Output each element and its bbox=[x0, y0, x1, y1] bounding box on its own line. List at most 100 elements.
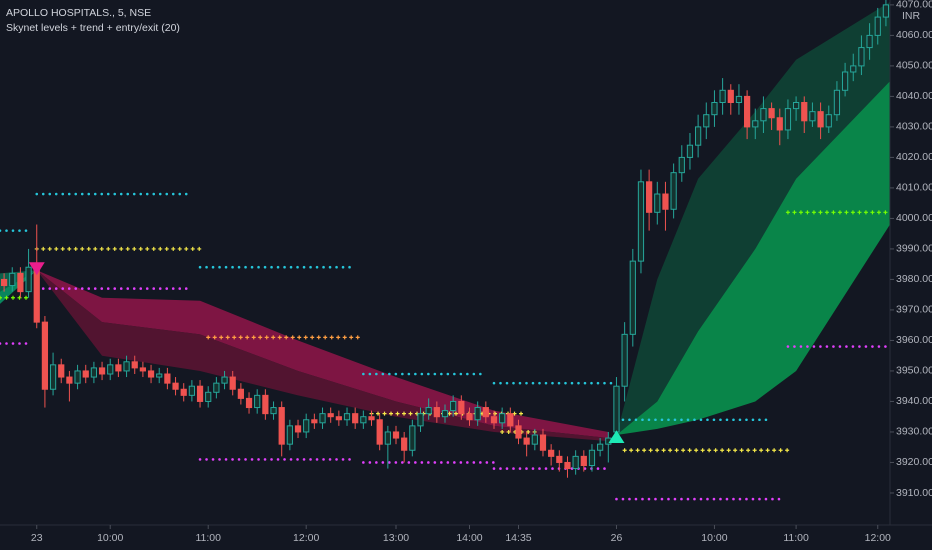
candle-body bbox=[466, 413, 473, 421]
signal-up bbox=[608, 430, 625, 444]
y-tick-label: 4020.00 bbox=[896, 151, 932, 163]
candle-body bbox=[597, 443, 604, 451]
candle-body bbox=[678, 156, 685, 174]
y-tick-label: 3950.00 bbox=[896, 365, 932, 377]
candle-body bbox=[817, 111, 824, 128]
x-tick-label: 26 bbox=[611, 532, 623, 544]
candle-body bbox=[164, 373, 171, 384]
chart-title: APOLLO HOSPITALS., 5, NSE bbox=[6, 7, 151, 19]
candle-body bbox=[556, 455, 563, 463]
x-tick-label: 10:00 bbox=[97, 532, 123, 544]
level-cross bbox=[0, 295, 28, 300]
candle-body bbox=[17, 272, 24, 293]
candle-body bbox=[147, 370, 155, 378]
candle-body bbox=[695, 126, 702, 146]
candle-body bbox=[180, 388, 187, 396]
candle-body bbox=[417, 413, 424, 427]
candle-body bbox=[49, 364, 57, 390]
candle-body bbox=[580, 455, 587, 467]
y-tick-label: 4050.00 bbox=[896, 60, 932, 72]
candle-body bbox=[384, 431, 391, 445]
trend-band-outer bbox=[616, 1, 890, 436]
y-tick-label: 4000.00 bbox=[896, 212, 932, 224]
candle-body bbox=[409, 425, 416, 451]
level-cross bbox=[785, 210, 888, 215]
candle-body bbox=[90, 367, 98, 378]
price-axis bbox=[890, 0, 932, 550]
candle-body bbox=[531, 434, 538, 445]
candle-body bbox=[229, 376, 236, 390]
candle-body bbox=[311, 419, 318, 424]
candle-body bbox=[221, 376, 228, 384]
currency-label: INR bbox=[902, 10, 921, 22]
candle-body bbox=[858, 47, 865, 67]
candle-body bbox=[401, 437, 408, 451]
candle-body bbox=[686, 144, 694, 158]
candle-body bbox=[621, 333, 628, 387]
x-tick-label: 11:00 bbox=[195, 532, 221, 544]
y-tick-label: 3910.00 bbox=[896, 487, 932, 499]
candle-body bbox=[792, 101, 800, 110]
y-tick-label: 4070.00 bbox=[896, 0, 932, 11]
candle-body bbox=[327, 413, 334, 418]
candle-body bbox=[425, 407, 432, 415]
candle-body bbox=[392, 431, 400, 439]
candle-body bbox=[719, 89, 726, 103]
candle-body bbox=[474, 407, 481, 421]
candle-body bbox=[9, 272, 16, 287]
y-tick-label: 3980.00 bbox=[896, 273, 932, 285]
candle-body bbox=[352, 413, 359, 424]
candle-body bbox=[450, 400, 457, 412]
candle-body bbox=[41, 321, 49, 390]
trend-band-inner bbox=[616, 81, 890, 436]
candle-body bbox=[548, 449, 555, 457]
candle-body bbox=[433, 407, 440, 418]
candle-body bbox=[539, 434, 547, 451]
candle-body bbox=[139, 367, 147, 372]
candle-body bbox=[866, 34, 873, 49]
candle-body bbox=[515, 425, 522, 439]
candle-body bbox=[303, 419, 310, 433]
candle-body bbox=[825, 114, 832, 128]
axes: 3910.00 3920.00 3930.00 3940.00 3950.00 3960.… bbox=[31, 0, 932, 544]
x-tick-label: 10:00 bbox=[701, 532, 727, 544]
candle-body bbox=[703, 114, 710, 128]
candle-body bbox=[335, 416, 342, 421]
y-tick-label: 3940.00 bbox=[896, 395, 932, 407]
candle-body bbox=[294, 425, 302, 433]
y-tick-label: 3970.00 bbox=[896, 304, 932, 316]
candle-body bbox=[458, 400, 465, 415]
candle-body bbox=[33, 266, 40, 323]
candle-body bbox=[74, 370, 81, 384]
x-tick-label: 14:00 bbox=[456, 532, 482, 544]
x-tick-label: 12:00 bbox=[293, 532, 319, 544]
candle-body bbox=[711, 101, 718, 116]
candle-body bbox=[523, 437, 530, 445]
candle-body bbox=[768, 108, 775, 119]
candle-body bbox=[499, 413, 506, 424]
candle-body bbox=[98, 367, 106, 375]
candle-body bbox=[196, 385, 204, 402]
candle-body bbox=[743, 95, 751, 128]
trend-band-inner bbox=[36, 270, 609, 442]
candle-body bbox=[646, 181, 653, 213]
candle-body bbox=[490, 416, 498, 424]
candle-body bbox=[850, 65, 857, 73]
candle-body bbox=[213, 382, 220, 393]
candle-body bbox=[343, 413, 351, 421]
candle-body bbox=[727, 89, 734, 103]
candle-body bbox=[833, 89, 841, 116]
y-tick-label: 3930.00 bbox=[896, 426, 932, 438]
candle-body bbox=[874, 16, 881, 36]
candle-body bbox=[441, 410, 449, 418]
candle-body bbox=[278, 407, 285, 445]
x-tick-label: 12:00 bbox=[865, 532, 891, 544]
candle-body bbox=[752, 120, 759, 128]
trend-band-outer bbox=[36, 270, 609, 439]
candle-body bbox=[254, 394, 261, 409]
x-tick-label: 14:35 bbox=[505, 532, 531, 544]
candle-body bbox=[784, 108, 792, 131]
candle-body bbox=[0, 278, 8, 287]
candle-body bbox=[172, 382, 179, 390]
